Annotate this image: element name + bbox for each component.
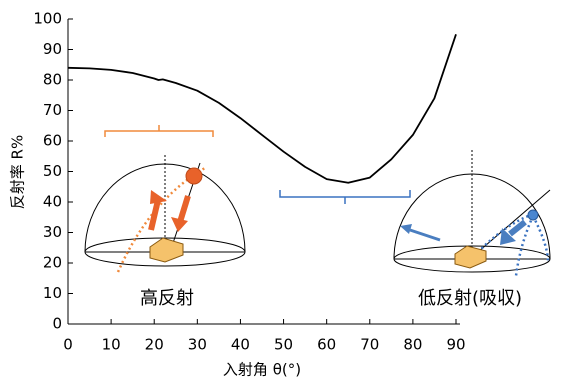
y-tick-label: 0 [52,315,62,333]
reflectance-line [68,34,456,183]
x-tick-label: 10 [102,336,121,354]
y-tick-label: 100 [33,10,62,28]
x-tick-label: 40 [231,336,250,354]
chart: 高反射 低反射(吸収) 入射角 θ(°) 反射率 R% 0 10 20 30 40 50 6… [0,0,564,383]
y-tick-label: 90 [43,40,62,58]
y-tick-label: 30 [43,223,62,241]
x-tick-label: 0 [63,336,73,354]
y-tick-label: 80 [43,71,62,89]
y-tick-label: 10 [43,284,62,302]
x-axis-label: 入射角 θ(°) [223,361,301,379]
x-tick-label: 60 [317,336,336,354]
high-reflection-diagram [85,155,245,272]
annotation: 低反射(吸収) [418,288,522,309]
low-reflection-diagram [394,150,550,276]
annotation: 高反射 [140,288,194,309]
y-tick-label: 60 [43,132,62,150]
x-tick-label: 90 [446,336,465,354]
x-tick-label: 20 [145,336,164,354]
y-tick-label: 70 [43,101,62,119]
y-tick-label: 20 [43,254,62,272]
x-tick-label: 80 [403,336,422,354]
low-bracket [280,190,410,204]
y-tick-label: 40 [43,193,62,211]
x-tick-label: 30 [188,336,207,354]
x-tick-label: 50 [274,336,293,354]
y-axis-label: 反射率 R% [9,135,27,209]
x-tick-label: 70 [360,336,379,354]
y-tick-label: 50 [43,162,62,180]
high-bracket [105,125,213,137]
